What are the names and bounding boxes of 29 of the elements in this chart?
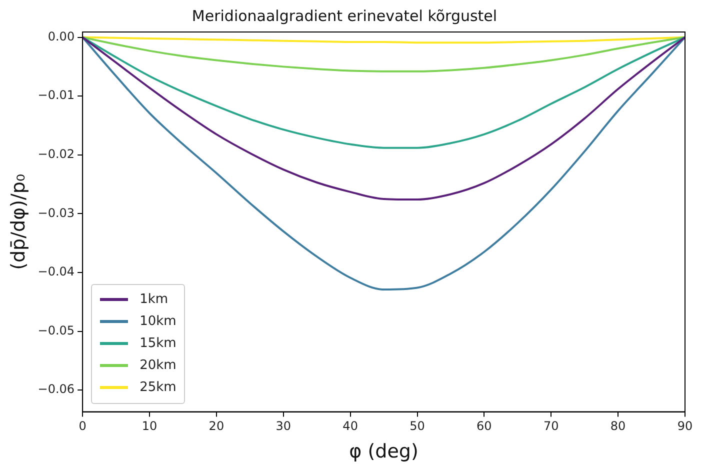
x-tick-label: 10 <box>142 419 158 434</box>
y-axis-title: (dp̄/dφ)/p₀ <box>7 174 30 270</box>
x-tick-label: 90 <box>677 419 693 434</box>
y-tick-label: −0.03 <box>38 206 75 220</box>
x-tick-label: 60 <box>476 419 492 434</box>
legend-label: 10km <box>140 314 176 330</box>
legend-label: 25km <box>140 380 176 396</box>
line-series <box>82 36 685 201</box>
line-series <box>82 36 685 291</box>
y-tick-label: −0.04 <box>38 264 75 279</box>
x-axis-title: φ (deg) <box>349 440 418 463</box>
x-tick-label: 40 <box>342 419 358 434</box>
legend-label: 1km <box>140 292 168 308</box>
x-tick-label: 80 <box>610 419 626 434</box>
y-tick-label: −0.02 <box>38 147 75 161</box>
x-tick-label: 0 <box>78 419 86 434</box>
y-tick-label: −0.01 <box>38 88 75 102</box>
y-tick-label: −0.06 <box>38 382 75 396</box>
y-tick-label: 0.00 <box>48 29 75 44</box>
line-series <box>82 36 685 149</box>
chart-title: Meridionaalgradient erinevatel kõrgustel <box>192 6 498 25</box>
x-tick-label: 30 <box>276 419 292 434</box>
legend-label: 15km <box>140 336 176 352</box>
x-tick-label: 70 <box>543 419 559 434</box>
y-tick-label: −0.05 <box>38 323 75 338</box>
x-tick-label: 20 <box>208 419 224 434</box>
line-series <box>82 36 685 72</box>
legend-label: 20km <box>140 358 176 374</box>
x-tick-label: 50 <box>410 419 425 434</box>
